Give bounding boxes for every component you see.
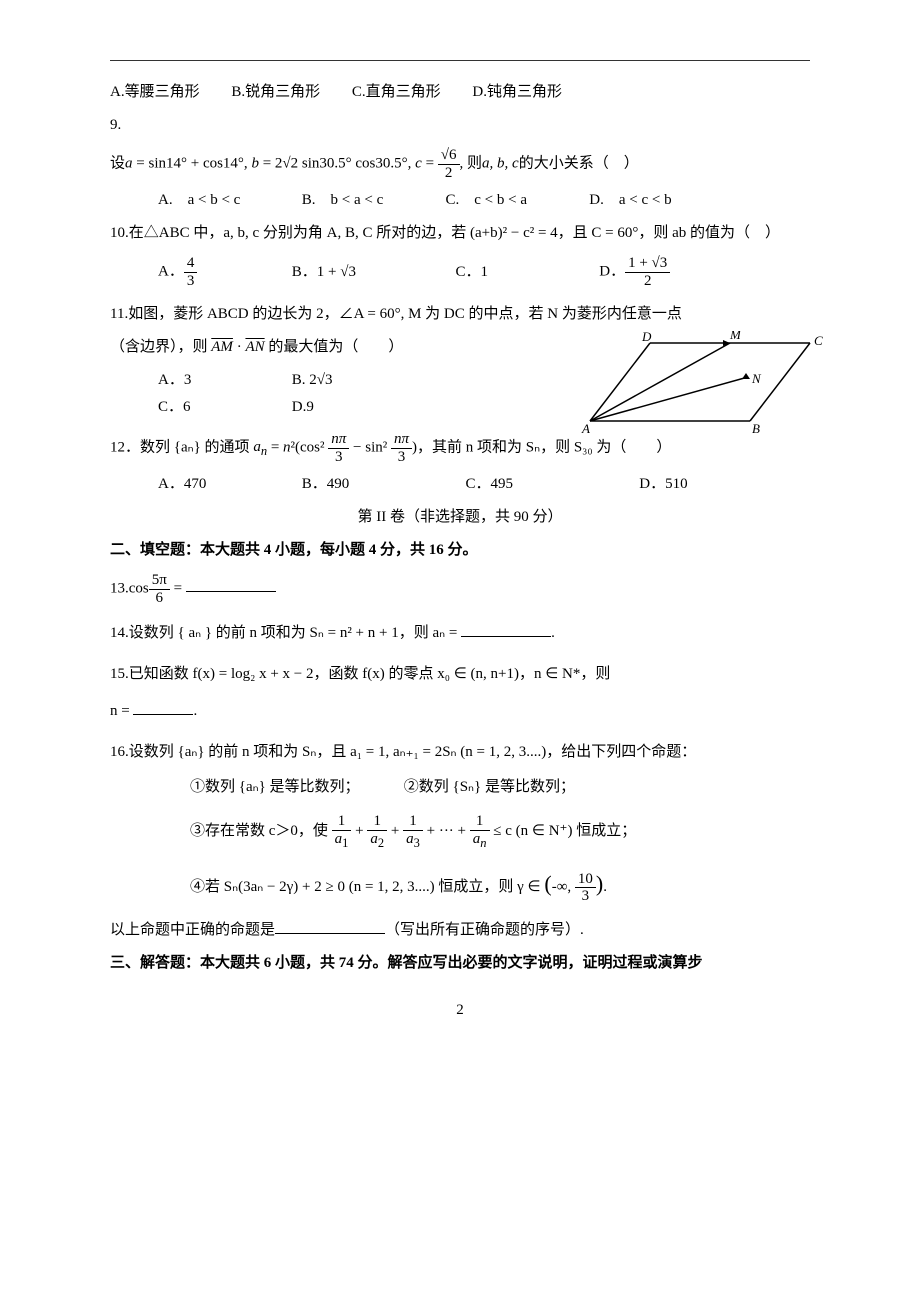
q15-num: 15. [110,666,129,682]
q13-num: 13. [110,580,129,596]
diagram-A: A [581,421,590,436]
q13-frac-den: 6 [149,590,170,607]
q9-optB: B. b < a < c [302,187,442,214]
q11-optA: A．3 [158,367,288,394]
q8-optC: C.直角三角形 [352,84,441,100]
page-number: 2 [110,997,810,1024]
q9-options: A. a < b < c B. b < a < c C. c < b < a D… [158,187,810,214]
q9-optA: A. a < b < c [158,187,298,214]
q16-text: 设数列 {aₙ} 的前 n 项和为 Sₙ，且 a₁ = 1, aₙ₊₁ = 2S… [129,744,696,760]
q14-num: 14. [110,625,129,641]
q15-line2: n = . [110,698,810,725]
q15: 15.已知函数 f(x) = log₂ x + x − 2，函数 f(x) 的零… [110,661,810,688]
section3-title: 三、解答题：本大题共 6 小题，共 74 分。解答应写出必要的文字说明，证明过程… [110,950,810,977]
diagram-M: M [729,331,742,342]
q11-text3: 的最大值为（ ） [265,339,404,355]
q16-p2: ②数列 {Sₙ} 是等比数列； [404,779,575,795]
q16-p3-mid: ≤ c (n ∈ N⁺) 恒成立； [490,823,637,839]
q10-optD-den: 2 [625,273,670,290]
q16-blank [275,919,385,934]
q16-summary-post: （写出所有正确命题的序号）. [385,922,584,938]
q10-optA-num: 4 [184,255,198,273]
q11-num: 11. [110,306,128,322]
q14-blank [461,622,551,637]
q9-frac-num: √6 [438,147,460,165]
q11-text1: 如图，菱形 ABCD 的边长为 2，∠A = 60°, M 为 DC 的中点，若… [128,306,682,322]
q14: 14.设数列 { aₙ } 的前 n 项和为 Sₙ = n² + n + 1，则… [110,620,810,647]
q9-num: 9. [110,117,121,133]
q11-an: AN [245,339,264,355]
q9-equation: 设a = sin14° + cos14°, b = 2√2 sin30.5° c… [110,147,810,181]
q11-dot: · [233,339,246,355]
q11-text2: （含边界），则 [110,339,211,355]
q12-options: A．470 B．490 C．495 D．510 [158,471,810,498]
q10-options: A．43 B．1 + √3 C．1 D．1 + √32 [158,255,810,289]
q8-options: A.等腰三角形 B.锐角三角形 C.直角三角形 D.钝角三角形 [110,79,810,106]
q10-text: 在△ABC 中，a, b, c 分别为角 A, B, C 所对的边，若 (a+b… [129,225,780,241]
q13-cos: cos [129,580,149,596]
q10: 10.在△ABC 中，a, b, c 分别为角 A, B, C 所对的边，若 (… [110,220,810,247]
q11-optC: C．6 [158,394,288,421]
q12-optA: A．470 [158,471,298,498]
q12-num: 12． [110,439,140,455]
q16-summary: 以上命题中正确的命题是 （写出所有正确命题的序号）. [110,917,810,944]
q10-optD-num: 1 + √3 [625,255,670,273]
diagram-D: D [641,331,652,344]
q16-p4: ④若 Sₙ(3aₙ − 2γ) + 2 ≥ 0 (n = 1, 2, 3....… [190,864,810,905]
q12-optD: D．510 [639,476,687,492]
q15-text: 已知函数 f(x) = log₂ x + x − 2，函数 f(x) 的零点 x… [129,666,611,682]
q9-optD: D. a < c < b [589,187,729,214]
q16-p4-post: . [603,879,607,895]
q16-p12: ①数列 {aₙ} 是等比数列； ②数列 {Sₙ} 是等比数列； [190,774,810,801]
q10-optA-den: 3 [184,273,198,290]
q10-optA-label: A． [158,263,184,279]
q16-p3: ③存在常数 c＞0，使 1a1 + 1a2 + 1a3 + ··· + 1an … [190,813,810,850]
q9-frac-den: 2 [438,165,460,182]
q13-blank [186,577,276,592]
q10-num: 10. [110,225,129,241]
q12-text-mid: ，其前 n 项和为 Sₙ，则 S₃₀ 为（ ） [417,439,671,455]
q8-optA: A.等腰三角形 [110,84,200,100]
q16-p4-pre: ④若 Sₙ(3aₙ − 2γ) + 2 ≥ 0 (n = 1, 2, 3....… [190,879,544,895]
section2-title: 二、填空题：本大题共 4 小题，每小题 4 分，共 16 分。 [110,537,810,564]
q13: 13.cos5π6 = [110,572,810,606]
q16: 16.设数列 {aₙ} 的前 n 项和为 Sₙ，且 a₁ = 1, aₙ₊₁ =… [110,739,810,766]
q14-text: 设数列 { aₙ } 的前 n 项和为 Sₙ = n² + n + 1，则 aₙ… [129,625,461,641]
q11-optD: D.9 [292,399,314,415]
q9-optC: C. c < b < a [446,187,586,214]
q9-pre: 设 [110,155,125,171]
section2-header: 第 II 卷（非选择题，共 90 分） [110,504,810,531]
q11: 11.如图，菱形 ABCD 的边长为 2，∠A = 60°, M 为 DC 的中… [110,301,810,421]
q12-optB: B．490 [302,471,462,498]
rhombus-diagram: D M C N A B [580,331,830,441]
diagram-B: B [752,421,760,436]
q13-frac-num: 5π [149,572,170,590]
q10-optC: C．1 [456,259,596,286]
q16-summary-pre: 以上命题中正确的命题是 [110,922,275,938]
q12-optC: C．495 [466,471,636,498]
q11-optB: B. 2√3 [292,372,333,388]
q16-num: 16. [110,744,129,760]
q9: 9. [110,112,810,139]
q8-optB: B.锐角三角形 [231,84,320,100]
diagram-N: N [751,371,762,386]
q10-optB: B．1 + √3 [292,259,452,286]
q11-am: AM [211,339,233,355]
q8-optD: D.钝角三角形 [472,84,562,100]
q15-line2-post: . [193,703,197,719]
q15-blank [133,700,193,715]
q16-p3-pre: ③存在常数 c＞0，使 [190,823,332,839]
q15-line2-pre: n = [110,703,133,719]
q14-end: . [551,625,555,641]
q12-text-pre: 数列 {aₙ} 的通项 [140,439,253,455]
diagram-C: C [814,333,823,348]
q13-eq: = [170,580,186,596]
header-divider [110,60,810,61]
q10-optD-label: D． [599,263,625,279]
q16-p1: ①数列 {aₙ} 是等比数列； [190,774,400,801]
